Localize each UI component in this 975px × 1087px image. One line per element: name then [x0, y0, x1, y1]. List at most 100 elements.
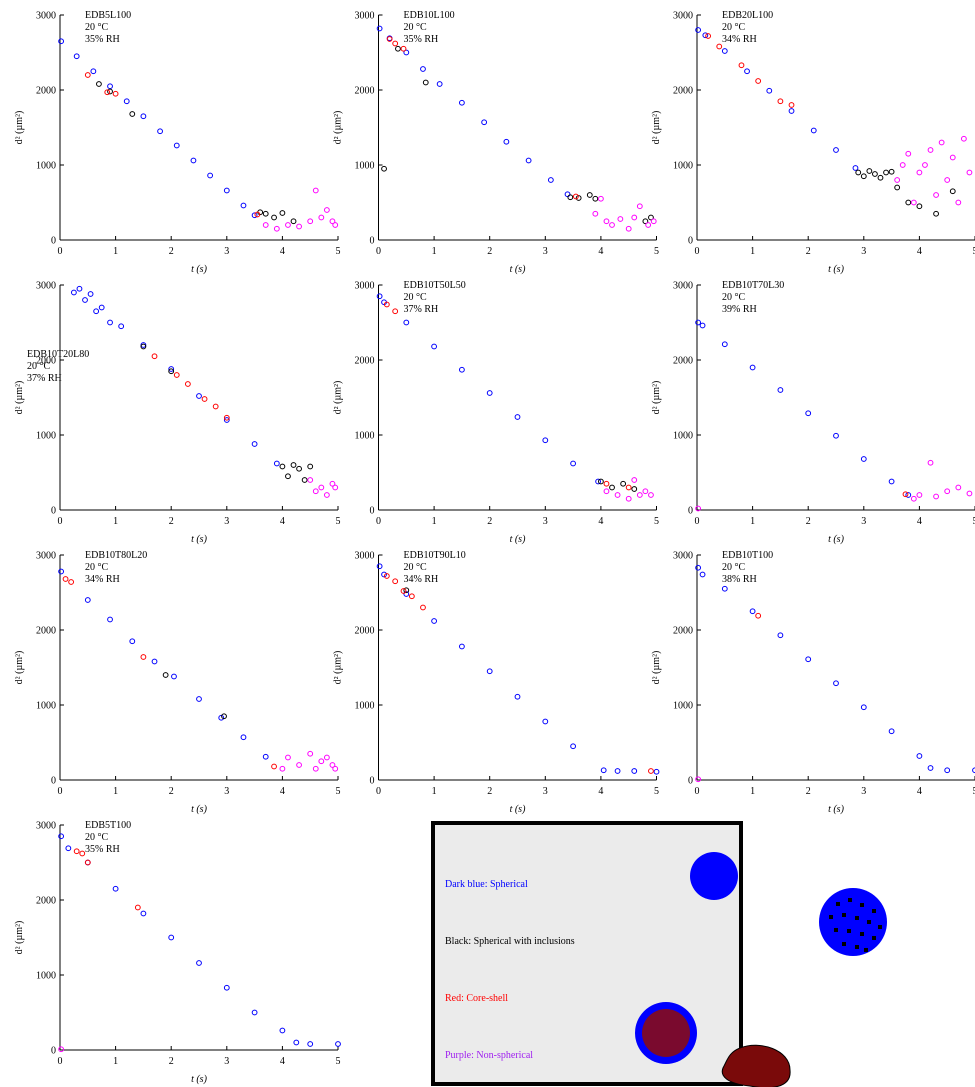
point [376, 563, 383, 570]
point [307, 1041, 314, 1047]
point [107, 616, 113, 623]
point [223, 414, 230, 421]
point [699, 571, 706, 578]
point [293, 1039, 300, 1046]
point [650, 218, 657, 225]
point [695, 505, 702, 512]
point [383, 301, 390, 308]
point [486, 390, 493, 396]
point [894, 184, 901, 191]
point [648, 492, 654, 498]
point [542, 437, 549, 444]
annotation: 20 °C [85, 22, 108, 33]
point [894, 177, 901, 183]
x-tick-label: 0 [58, 1056, 63, 1067]
point [408, 593, 415, 600]
panel: 0 1000 2000 3000 0 1 2 3 4 5 t (s) d² (µm²) EDB10T20… [14, 281, 341, 546]
point [262, 210, 269, 217]
point [642, 218, 649, 225]
point [636, 492, 643, 498]
x-tick-label: 5 [654, 516, 659, 527]
point [129, 638, 136, 645]
point [296, 465, 302, 472]
point [960, 135, 967, 142]
y-tick-label: 0 [51, 1046, 56, 1057]
x-tick-label: 2 [806, 516, 811, 527]
point [595, 478, 602, 485]
point [329, 218, 336, 225]
point [695, 319, 702, 326]
point [603, 488, 610, 495]
y-tick-label: 1000 [36, 701, 56, 712]
point [73, 53, 80, 60]
point [514, 693, 521, 700]
point [332, 765, 339, 772]
point [240, 202, 247, 209]
point [860, 456, 867, 462]
point [459, 366, 465, 373]
y-axis-label: d² (µm²) [14, 381, 25, 415]
y-axis-label: d² (µm²) [14, 921, 25, 955]
point [312, 765, 319, 772]
point [716, 43, 723, 50]
y-tick-label: 1000 [355, 161, 375, 172]
point [833, 147, 839, 153]
point [381, 571, 387, 578]
x-tick-label: 3 [224, 786, 229, 797]
annotation: 20 °C [722, 22, 745, 33]
y-tick-label: 0 [688, 776, 693, 787]
point [916, 492, 923, 498]
point [944, 177, 951, 183]
point [65, 845, 72, 852]
x-tick-label: 0 [58, 786, 63, 797]
point [212, 403, 219, 410]
point [58, 833, 65, 840]
point [922, 162, 928, 168]
point [307, 750, 314, 757]
point [933, 493, 939, 500]
point [564, 191, 571, 198]
y-tick-label: 3000 [673, 551, 693, 562]
panel: 0 1000 2000 3000 0 1 2 3 4 5 t (s) d² (µm²) EDB10T90… [333, 550, 660, 815]
panel: 0 1000 2000 3000 0 1 2 3 4 5 t (s) d² (µm²) EDB10T80… [14, 550, 341, 815]
x-tick-label: 4 [598, 246, 603, 257]
x-tick-label: 1 [750, 786, 755, 797]
point [279, 1027, 286, 1034]
annotation: 20 °C [404, 292, 427, 303]
point [436, 81, 443, 87]
annotation: 20 °C [404, 562, 427, 573]
point [168, 368, 175, 375]
point [486, 668, 493, 675]
y-tick-label: 3000 [355, 11, 375, 22]
x-tick-label: 5 [654, 246, 659, 257]
point [916, 169, 923, 176]
point [58, 1046, 65, 1053]
point [323, 492, 330, 498]
point [112, 885, 119, 892]
point [323, 207, 330, 213]
x-tick-label: 3 [861, 516, 866, 527]
point [598, 478, 604, 485]
y-tick-label: 1000 [673, 701, 693, 712]
y-axis-label: d² (µm²) [651, 651, 662, 685]
point [318, 214, 325, 221]
point [755, 612, 762, 619]
point [400, 588, 407, 594]
point [285, 754, 291, 761]
point [251, 1009, 258, 1016]
y-tick-label: 3000 [355, 551, 375, 562]
point [788, 102, 795, 108]
point [966, 490, 973, 497]
point [645, 222, 652, 228]
x-tick-label: 0 [58, 516, 63, 527]
x-axis-label: t (s) [510, 804, 527, 815]
y-tick-label: 0 [51, 506, 56, 517]
y-tick-label: 0 [370, 506, 375, 517]
x-tick-label: 4 [917, 246, 922, 257]
point [273, 460, 280, 467]
point [866, 168, 873, 174]
point [271, 214, 277, 221]
point [381, 165, 387, 172]
y-tick-label: 1000 [36, 161, 56, 172]
